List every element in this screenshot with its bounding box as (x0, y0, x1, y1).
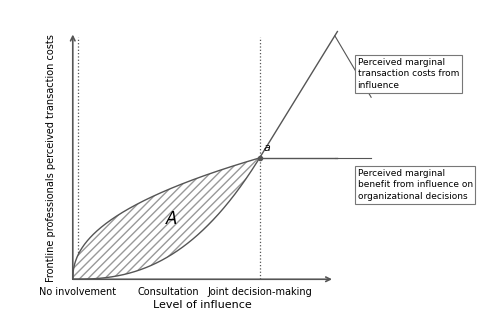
Text: a: a (264, 143, 270, 153)
Text: Perceived marginal
transaction costs from
influence: Perceived marginal transaction costs fro… (358, 57, 459, 90)
Text: Joint decision-making: Joint decision-making (207, 287, 312, 297)
Text: Level of influence: Level of influence (153, 300, 252, 310)
Text: No involvement: No involvement (40, 287, 117, 297)
Text: Perceived marginal
benefit from influence on
organizational decisions: Perceived marginal benefit from influenc… (358, 168, 472, 201)
Text: Frontline professionals perceived transaction costs: Frontline professionals perceived transa… (46, 34, 56, 282)
Text: A: A (166, 210, 177, 227)
Text: Consultation: Consultation (138, 287, 200, 297)
